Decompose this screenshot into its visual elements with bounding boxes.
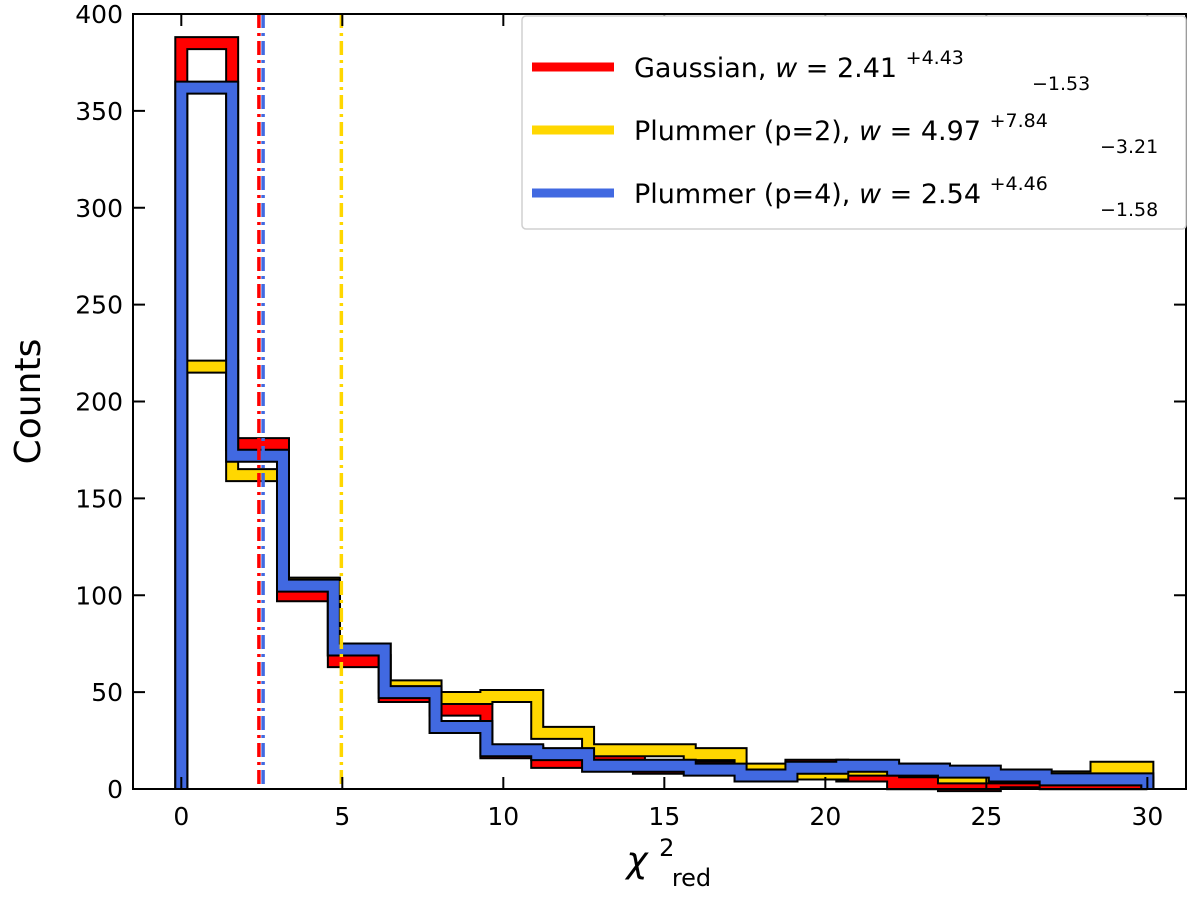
y-tick-label-50: 50 bbox=[91, 678, 123, 707]
x-tick-label-20: 20 bbox=[809, 802, 841, 831]
y-tick-label-200: 200 bbox=[75, 388, 123, 417]
x-axis-label-sup: 2 bbox=[659, 834, 674, 862]
legend-plummer-p4-prefix: Plummer (p=4), bbox=[634, 179, 850, 210]
legend-plummer-p2-sub: −3.21 bbox=[1100, 136, 1158, 158]
legend-plummer-p2-prefix: Plummer (p=2), bbox=[634, 116, 850, 147]
legend-box bbox=[521, 15, 1187, 230]
y-tick-label-350: 350 bbox=[75, 97, 123, 126]
legend-plummer-p4-eq: = 2.54 bbox=[890, 179, 981, 210]
y-tick-label-100: 100 bbox=[75, 581, 123, 610]
legend-gaussian-eq: = 2.41 bbox=[806, 53, 897, 84]
legend-gaussian-var: w bbox=[775, 53, 798, 84]
x-tick-label-15: 15 bbox=[648, 802, 680, 831]
legend-gaussian-sub: −1.53 bbox=[1032, 73, 1090, 95]
legend-label-plummer-p2: Plummer (p=2), w = 4.97 +7.84 −3.21 bbox=[634, 103, 1158, 158]
x-tick-label-30: 30 bbox=[1131, 802, 1163, 831]
plot-frame bbox=[132, 13, 1187, 790]
y-tick-label-0: 0 bbox=[107, 775, 123, 804]
legend-gaussian-prefix: Gaussian, bbox=[634, 53, 766, 84]
series-step-plummer-p-4 bbox=[176, 82, 1153, 789]
x-tick-label-0: 0 bbox=[173, 802, 189, 831]
legend-plummer-p4-sup: +4.46 bbox=[990, 173, 1048, 195]
legend-plummer-p2-sup: +7.84 bbox=[990, 110, 1048, 132]
legend-plummer-p4-sub: −1.58 bbox=[1100, 199, 1158, 221]
legend: Gaussian, w = 2.41 +4.43 −1.53 Plummer (… bbox=[521, 15, 1187, 230]
x-tick-label-25: 25 bbox=[970, 802, 1002, 831]
legend-plummer-p2-eq: = 4.97 bbox=[890, 116, 981, 147]
legend-plummer-p4-var: w bbox=[859, 179, 882, 210]
x-tick-label-10: 10 bbox=[487, 802, 519, 831]
legend-gaussian-sup: +4.43 bbox=[906, 47, 964, 69]
x-tick-label-5: 5 bbox=[334, 802, 350, 831]
x-axis-label: χ 2 red bbox=[624, 824, 711, 892]
histogram-series-layer bbox=[174, 36, 1155, 793]
median-lines-layer bbox=[257, 14, 344, 789]
legend-label-plummer-p4: Plummer (p=4), w = 2.54 +4.46 −1.58 bbox=[634, 166, 1158, 221]
x-axis-label-symbol: χ bbox=[624, 840, 649, 881]
legend-plummer-p2-var: w bbox=[859, 116, 882, 147]
y-axis-label: Counts bbox=[8, 339, 49, 465]
x-axis-label-sub: red bbox=[672, 864, 711, 892]
y-tick-label-400: 400 bbox=[75, 0, 123, 29]
legend-label-gaussian: Gaussian, w = 2.41 +4.43 −1.53 bbox=[634, 40, 1090, 95]
y-tick-label-150: 150 bbox=[75, 484, 123, 513]
y-tick-label-300: 300 bbox=[75, 194, 123, 223]
y-tick-label-250: 250 bbox=[75, 291, 123, 320]
